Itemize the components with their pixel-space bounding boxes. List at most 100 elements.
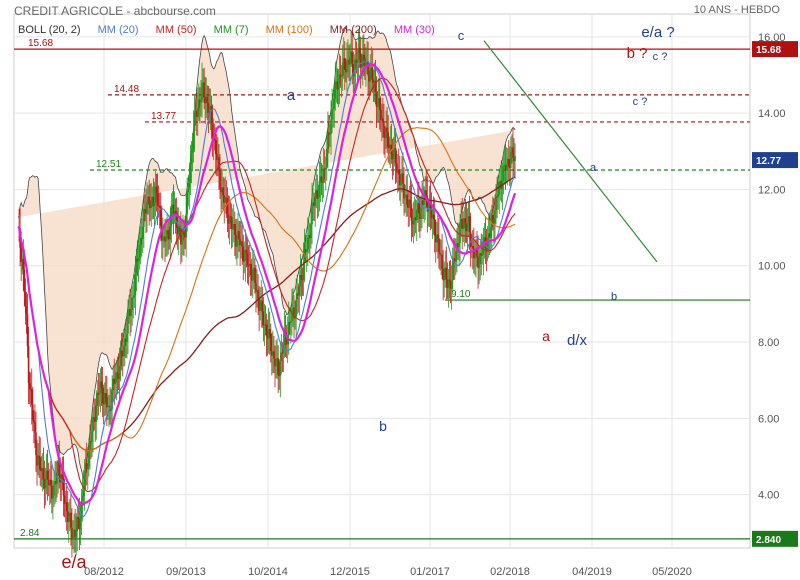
candle-body	[329, 133, 331, 135]
candle-body	[313, 202, 315, 207]
candle-body	[250, 275, 253, 281]
candle-body	[350, 51, 352, 58]
candle-body	[308, 234, 310, 238]
candle-body	[302, 261, 305, 280]
candle-body	[134, 274, 137, 296]
candle-body	[280, 352, 283, 362]
candle-body	[346, 61, 348, 73]
candle-body	[327, 132, 329, 150]
candle-body	[499, 180, 502, 183]
x-tick-label: 09/2013	[166, 566, 206, 578]
candle-body	[165, 239, 167, 242]
candle-body	[92, 417, 94, 432]
candle-body	[405, 194, 407, 197]
candle-body	[225, 197, 228, 199]
candle-body	[256, 290, 258, 292]
candle-body	[198, 99, 200, 109]
candle-body	[27, 346, 30, 384]
candle-body	[396, 169, 399, 173]
candle-body	[211, 123, 214, 140]
candle-body	[338, 74, 341, 85]
candle-body	[287, 322, 290, 336]
candle-body	[259, 307, 261, 311]
candle-body	[299, 274, 302, 287]
candle-body	[200, 99, 202, 103]
candle-body	[98, 393, 101, 395]
candle-body	[273, 351, 275, 359]
candle-body	[143, 209, 145, 227]
candle-body	[72, 532, 74, 538]
candle-body	[189, 164, 192, 183]
candle-body	[101, 387, 104, 404]
candle-body	[309, 234, 311, 239]
candle-body	[39, 457, 42, 470]
candle-body	[345, 69, 347, 73]
candle-body	[125, 338, 127, 342]
x-tick-label: 05/2020	[652, 566, 692, 578]
candle-body	[487, 233, 490, 238]
candle-body	[244, 249, 247, 261]
candle-body	[371, 67, 374, 80]
candle-body	[426, 195, 429, 212]
level-axis-value: 15.68	[756, 45, 781, 56]
ma20-line	[17, 60, 516, 518]
candle-body	[80, 501, 83, 519]
candle-body	[235, 234, 237, 247]
candle-body	[218, 157, 220, 170]
candle-body	[476, 248, 478, 257]
candle-body	[57, 461, 59, 473]
candle-body	[205, 96, 208, 104]
candle-body	[473, 248, 475, 259]
candles	[18, 27, 516, 558]
candle-body	[474, 257, 476, 259]
candle-body	[243, 260, 246, 262]
candle-body	[271, 351, 273, 356]
candle-body	[505, 164, 508, 171]
candle-body	[323, 168, 326, 170]
candle-body	[389, 144, 392, 148]
candle-body	[184, 235, 186, 238]
candle-body	[133, 295, 136, 298]
candle-body	[440, 254, 442, 256]
candle-body	[342, 58, 345, 63]
candle-body	[486, 237, 489, 251]
candle-body	[420, 207, 422, 219]
candle-body	[74, 529, 76, 538]
candle-body	[318, 181, 321, 198]
candle-body	[183, 231, 185, 236]
candle-body	[356, 59, 359, 63]
candle-body	[224, 197, 227, 203]
candle-body	[248, 263, 251, 266]
candle-body	[163, 236, 165, 238]
candle-body	[148, 196, 150, 205]
x-tick-label: 02/2018	[490, 566, 530, 578]
candle-body	[217, 157, 219, 160]
candle-body	[349, 57, 351, 65]
candle-body	[120, 350, 123, 354]
candle-body	[353, 70, 356, 77]
candle-body	[289, 322, 291, 324]
candle-body	[216, 154, 218, 160]
candle-body	[229, 216, 232, 218]
candle-body	[210, 105, 213, 124]
candle-body	[58, 461, 61, 476]
candle-body	[20, 247, 22, 262]
candle-body	[291, 309, 293, 322]
candle-body	[154, 186, 157, 203]
candle-body	[369, 70, 371, 82]
candle-body	[40, 469, 43, 472]
candle-body	[173, 210, 176, 214]
candle-body	[151, 196, 154, 201]
candle-body	[387, 132, 389, 148]
candle-body	[228, 216, 231, 224]
candle-body	[130, 310, 132, 316]
y-tick-label: 6.00	[758, 413, 779, 425]
candle-body	[48, 479, 51, 486]
candle-body	[382, 118, 384, 123]
candle-body	[246, 253, 249, 266]
candle-body	[181, 240, 183, 245]
candle-body	[286, 335, 289, 345]
candle-body	[138, 244, 141, 259]
candle-body	[430, 210, 433, 219]
candle-body	[60, 474, 63, 483]
